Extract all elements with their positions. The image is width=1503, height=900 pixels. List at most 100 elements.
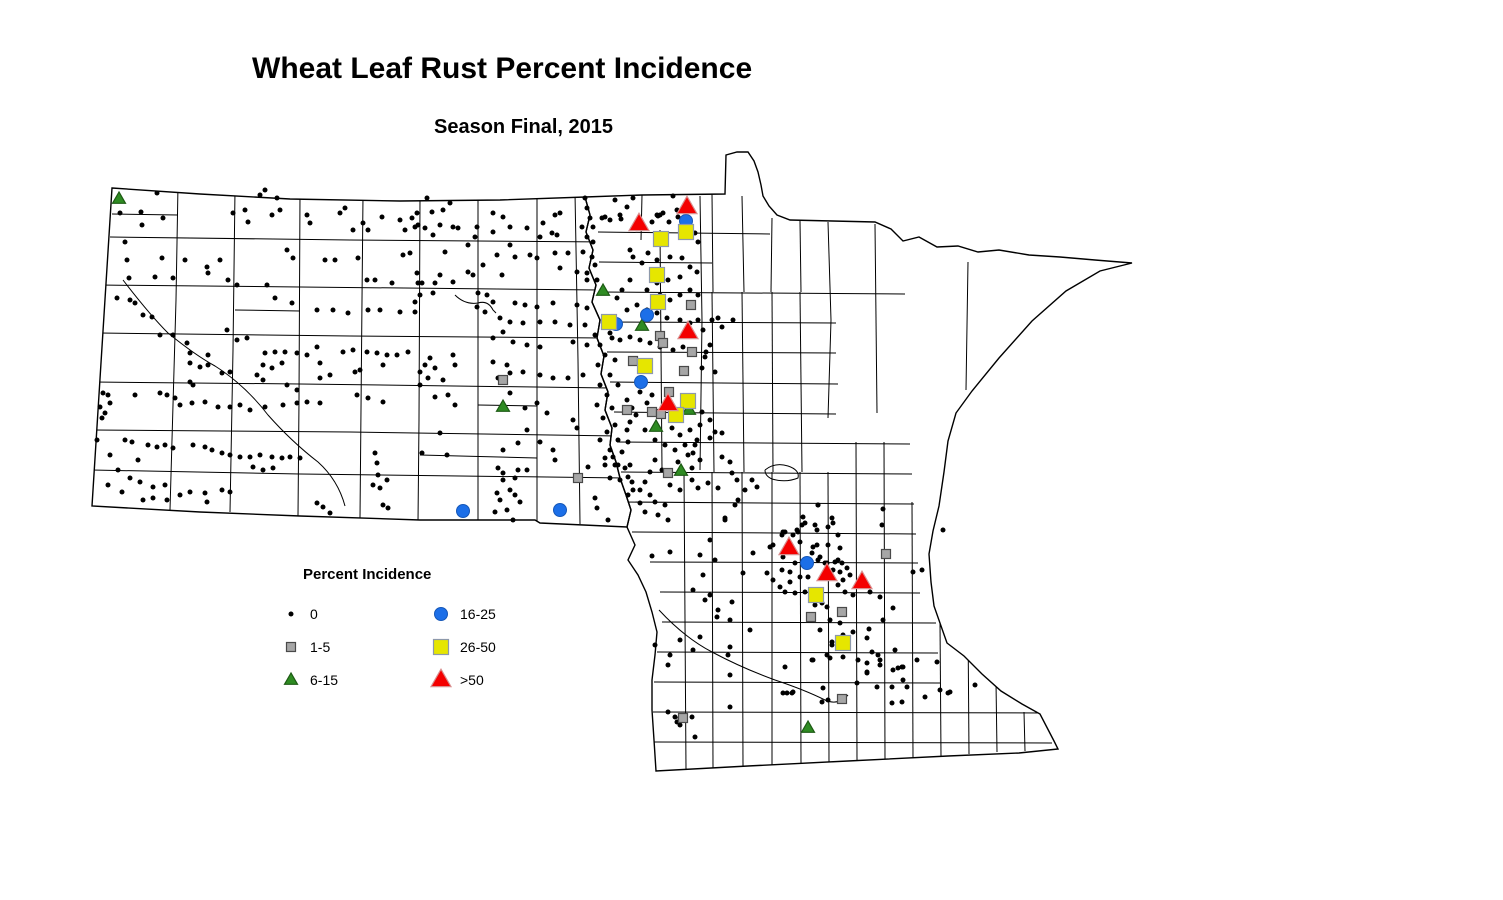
marker-dot-0	[557, 265, 563, 271]
marker-dot-0	[537, 234, 543, 240]
marker-dot-0	[703, 349, 709, 355]
marker-dot-0	[677, 317, 683, 323]
marker-dot-0	[690, 647, 696, 653]
marker-dot-0	[227, 452, 233, 458]
marker-dot-0	[157, 332, 163, 338]
marker-dot-0	[350, 347, 356, 353]
marker-dot-0	[202, 490, 208, 496]
page-subtitle: Season Final, 2015	[434, 116, 613, 138]
marker-dot-0	[370, 482, 376, 488]
marker-dot-0	[777, 584, 783, 590]
marker-dot-0	[384, 477, 390, 483]
marker-dot-0	[584, 205, 590, 211]
marker-dot-0	[815, 502, 821, 508]
marker-dot-0	[537, 372, 543, 378]
marker-dot-0	[549, 230, 555, 236]
marker-dot-0	[699, 365, 705, 371]
marker-dot-0	[630, 254, 636, 260]
marker-dot-0	[667, 549, 673, 555]
marker-dot-0	[854, 680, 860, 686]
marker-dot-0	[365, 307, 371, 313]
marker-dot-0	[244, 335, 250, 341]
marker-dot-0	[554, 232, 560, 238]
marker-dot-0	[654, 257, 660, 263]
marker-dot-0	[152, 274, 158, 280]
marker-dot-0	[919, 567, 925, 573]
marker-dot-0	[705, 480, 711, 486]
marker-dot-0	[254, 372, 260, 378]
marker-dot-0	[779, 567, 785, 573]
marker-dot-0	[269, 365, 275, 371]
marker-dot-0	[122, 239, 128, 245]
marker-dot-0	[209, 447, 215, 453]
marker-dot-0	[652, 642, 658, 648]
marker-dot-0	[537, 439, 543, 445]
marker-dot-0	[669, 425, 675, 431]
devils-lake-line	[455, 295, 496, 313]
marker-dot-0	[782, 529, 788, 535]
marker-dot-0	[602, 352, 608, 358]
marker-dot-0	[797, 574, 803, 580]
marker-dot-0	[687, 427, 693, 433]
marker-dot-0	[590, 239, 596, 245]
marker-dot-0	[475, 290, 481, 296]
marker-dot-0	[642, 479, 648, 485]
marker-dot-0	[582, 195, 588, 201]
marker-dot-0	[618, 216, 624, 222]
marker-dot-0	[787, 579, 793, 585]
marker-dot-0	[900, 677, 906, 683]
marker-dot-0	[687, 287, 693, 293]
marker-dot-0	[709, 317, 715, 323]
marker-dot-0	[719, 454, 725, 460]
marker-dot-0	[790, 689, 796, 695]
marker-dot-0	[839, 560, 845, 566]
legend-item-50: >50	[426, 663, 576, 696]
marker-dot-0	[490, 210, 496, 216]
legend-label: 6-15	[310, 671, 339, 688]
marker-dot-0	[750, 550, 756, 556]
marker-dot-0	[202, 444, 208, 450]
marker-dot-0	[940, 527, 946, 533]
marker-dot-0	[630, 195, 636, 201]
marker-triangle->50	[627, 212, 651, 232]
marker-dot-0	[425, 375, 431, 381]
marker-dot-0	[170, 445, 176, 451]
marker-dot-0	[840, 577, 846, 583]
marker-dot-0	[279, 455, 285, 461]
marker-dot-0	[444, 452, 450, 458]
marker-dot-0	[512, 300, 518, 306]
marker-dot-0	[225, 277, 231, 283]
marker-dot-0	[480, 262, 486, 268]
marker-dot-0	[666, 219, 672, 225]
marker-dot-0	[354, 392, 360, 398]
marker-dot-0	[727, 617, 733, 623]
marker-dot-0	[714, 614, 720, 620]
marker-dot-0	[644, 287, 650, 293]
marker-dot-0	[850, 592, 856, 598]
legend-item-0: 0	[276, 597, 426, 630]
marker-dot-0	[510, 339, 516, 345]
marker-dot-0	[740, 570, 746, 576]
marker-dot-0	[495, 465, 501, 471]
marker-dot-0	[819, 699, 825, 705]
marker-dot-0	[497, 315, 503, 321]
marker-dot-0	[412, 309, 418, 315]
marker-dot-0	[677, 292, 683, 298]
marker-dot-0	[245, 219, 251, 225]
marker-dot-0	[565, 250, 571, 256]
marker-dot-0	[780, 690, 786, 696]
marker-dot-0	[637, 389, 643, 395]
blue-circle-icon	[426, 602, 456, 626]
marker-dot-0	[140, 312, 146, 318]
marker-dot-0	[869, 649, 875, 655]
marker-dot-0	[442, 249, 448, 255]
marker-dot-0	[262, 404, 268, 410]
marker-dot-0	[800, 514, 806, 520]
marker-dot-0	[512, 475, 518, 481]
marker-dot-0	[729, 599, 735, 605]
marker-dot-0	[414, 270, 420, 276]
marker-dot-0	[102, 410, 108, 416]
marker-dot-0	[892, 647, 898, 653]
dot-icon	[276, 602, 306, 626]
